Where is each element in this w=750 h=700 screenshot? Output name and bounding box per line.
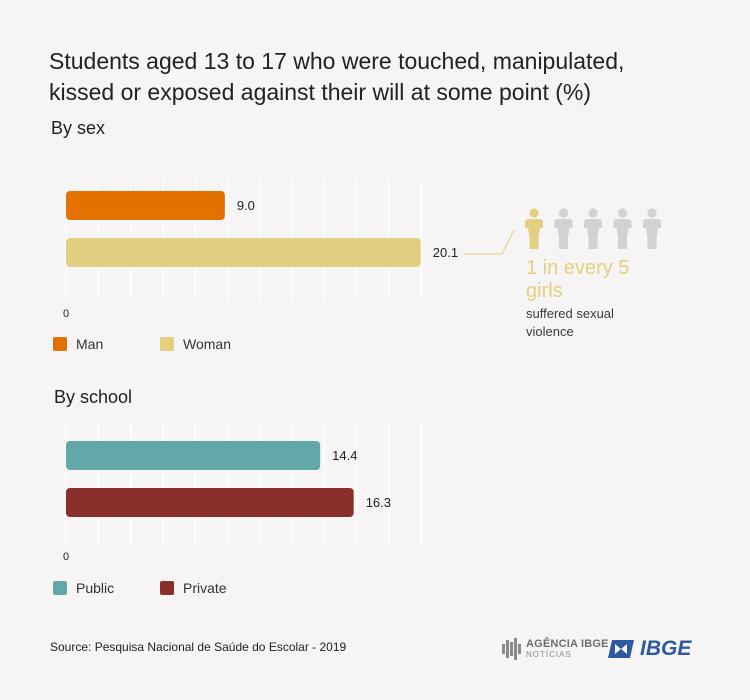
legend-label-public: Public: [76, 580, 115, 596]
bars-sex: 9.0 20.1: [66, 191, 458, 267]
value-label-private: 16.3: [366, 495, 391, 510]
legend-label-man: Man: [76, 336, 104, 352]
grid-school: [65, 421, 422, 545]
zero-label-sex: 0: [63, 308, 69, 320]
ibge-logo: IBGE: [606, 637, 691, 661]
section-label-sex: By sex: [51, 118, 106, 138]
bars-school: 14.4 16.3: [66, 441, 391, 517]
zero-label-school: 0: [63, 551, 69, 563]
legend-label-woman: Woman: [183, 336, 231, 352]
legend-item-woman: Woman: [160, 336, 231, 352]
callout-connector-diag: [501, 229, 515, 255]
value-label-woman: 20.1: [433, 245, 458, 260]
bar-man: [66, 191, 225, 220]
person-icon: [643, 208, 661, 249]
agencia-logo-icon: [502, 638, 521, 660]
agencia-logo-line1: AGÊNCIA IBGE: [526, 637, 609, 650]
section-label-school: By school: [54, 387, 133, 407]
bar-private: [66, 488, 354, 517]
legend-item-private: Private: [160, 580, 227, 596]
legend-swatch-woman: [160, 337, 174, 351]
legend-label-private: Private: [183, 580, 227, 596]
legend-swatch-private: [160, 581, 174, 595]
legend-swatch-man: [53, 337, 67, 351]
person-icon: [584, 208, 602, 249]
callout-small-text: suffered sexual violence: [526, 306, 614, 339]
person-icon: [554, 208, 573, 249]
ibge-logo-word: IBGE: [640, 637, 692, 660]
legend-swatch-public: [53, 581, 67, 595]
legend-item-man: Man: [53, 336, 103, 352]
bar-public: [66, 441, 321, 470]
person-icon: [613, 208, 632, 249]
bar-woman: [66, 238, 421, 267]
source-note: Source: Pesquisa Nacional de Saúde do Es…: [50, 640, 347, 654]
person-icon: [525, 208, 543, 249]
chart-title: Students aged 13 to 17 who were touched,…: [49, 48, 625, 105]
agencia-ibge-logo: AGÊNCIA IBGE NOTÍCIAS: [502, 638, 609, 660]
legend-item-public: Public: [53, 580, 114, 596]
value-label-public: 14.4: [332, 448, 357, 463]
ibge-logo-icon: [608, 640, 634, 658]
agencia-logo-line2: NOTÍCIAS: [526, 649, 572, 659]
callout-big-text: 1 in every 5 girls: [526, 257, 630, 302]
value-label-man: 9.0: [237, 198, 255, 213]
people-icons: [525, 208, 661, 249]
